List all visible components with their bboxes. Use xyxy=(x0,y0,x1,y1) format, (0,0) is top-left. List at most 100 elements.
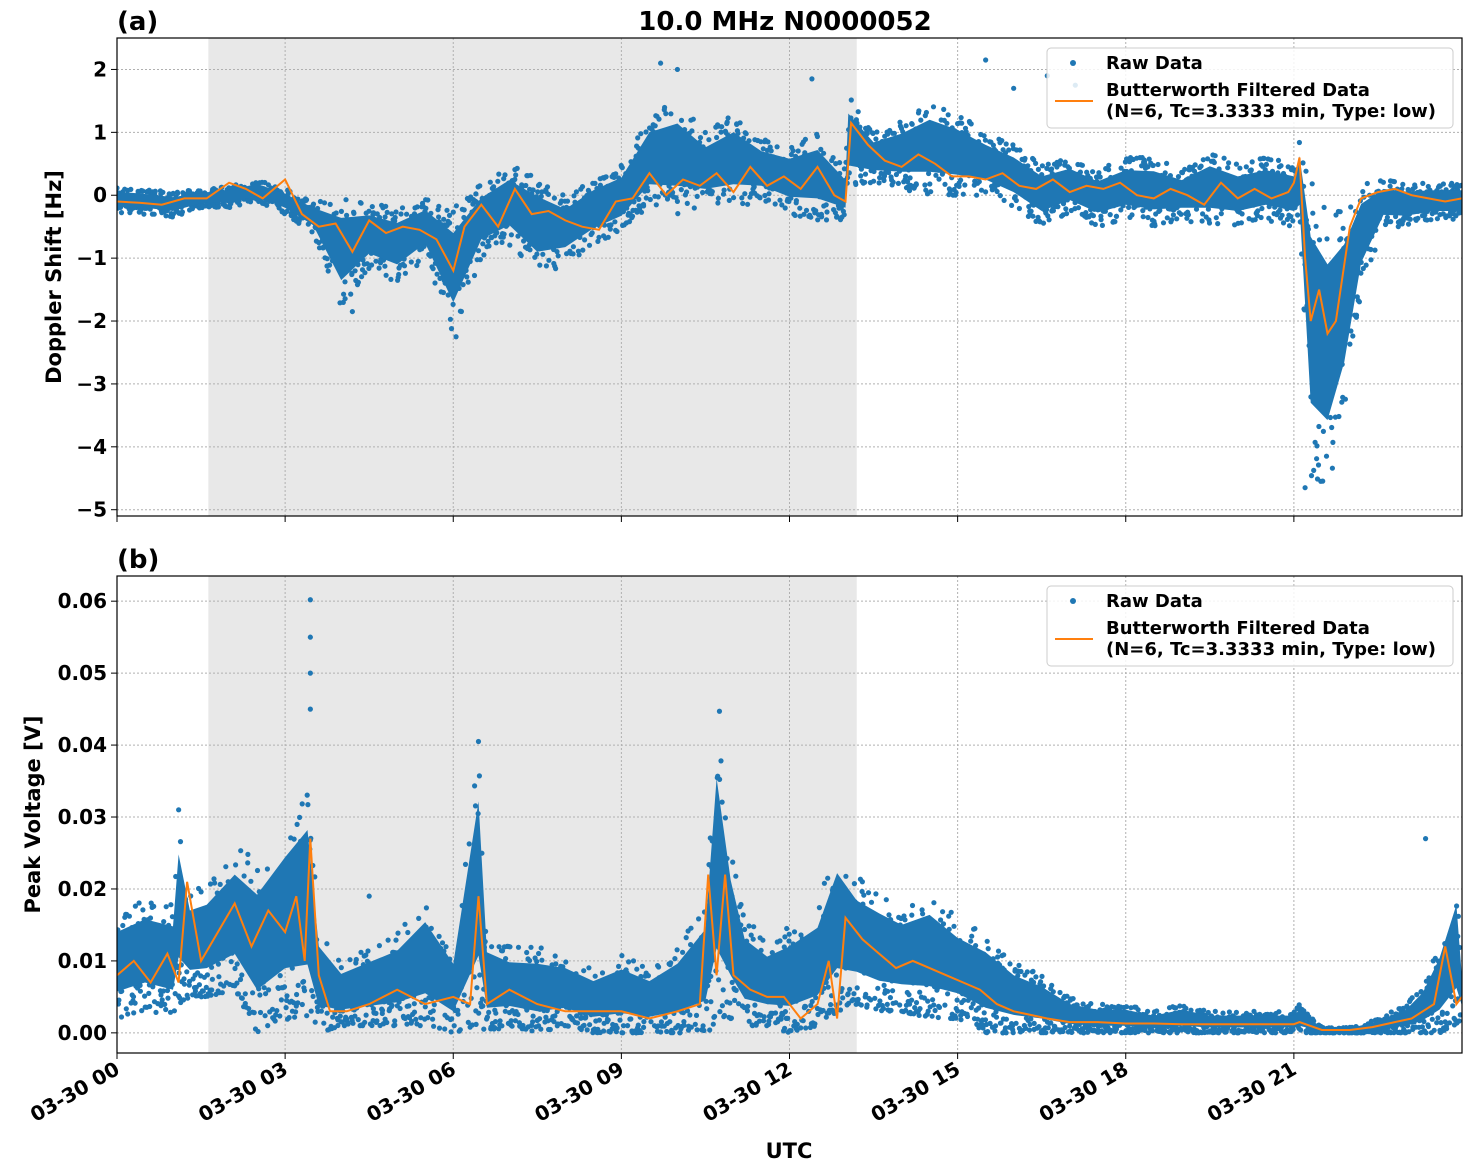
raw-data-point xyxy=(1030,968,1036,975)
raw-data-point xyxy=(744,1008,751,1014)
raw-data-point xyxy=(479,996,485,1002)
raw-data-point xyxy=(980,1025,986,1031)
raw-data-point xyxy=(1237,165,1243,171)
raw-data-point xyxy=(571,193,577,199)
raw-data-point xyxy=(496,944,502,950)
raw-data-point xyxy=(1296,139,1302,146)
raw-data-point xyxy=(538,945,544,951)
raw-data-point xyxy=(1243,164,1249,170)
raw-data-point xyxy=(993,1023,999,1029)
raw-data-point xyxy=(536,950,542,957)
raw-data-point xyxy=(1290,218,1296,224)
raw-data-point xyxy=(297,814,303,821)
raw-data-point xyxy=(389,211,395,217)
raw-data-point xyxy=(1069,1029,1075,1035)
raw-data-point xyxy=(430,1016,436,1022)
raw-data-point xyxy=(502,1008,508,1014)
raw-data-point xyxy=(601,1028,607,1034)
raw-data-core xyxy=(117,113,1462,421)
raw-data-point xyxy=(925,998,931,1004)
raw-data-point xyxy=(808,214,814,220)
raw-data-point xyxy=(560,192,566,198)
raw-data-point xyxy=(411,1009,418,1015)
raw-data-point xyxy=(824,209,830,215)
raw-data-point xyxy=(393,937,399,943)
raw-data-point xyxy=(608,222,614,228)
raw-data-point xyxy=(355,1017,361,1023)
raw-data-point xyxy=(1212,1008,1218,1015)
chart-title: 10.0 MHz N0000052 xyxy=(638,7,931,37)
raw-data-point xyxy=(444,207,450,213)
raw-data-point xyxy=(664,196,671,202)
raw-data-point xyxy=(382,263,388,269)
raw-data-point xyxy=(958,1017,964,1023)
raw-data-point xyxy=(151,211,157,217)
raw-data-point xyxy=(309,988,315,994)
raw-data-point xyxy=(563,959,569,965)
raw-data-point xyxy=(907,1001,913,1007)
raw-data-point xyxy=(1241,1029,1247,1035)
raw-data-point xyxy=(1033,160,1039,166)
raw-data-point xyxy=(942,181,948,187)
raw-data-point xyxy=(613,171,619,177)
raw-data-point xyxy=(877,998,883,1004)
raw-data-point xyxy=(1391,179,1397,185)
raw-data-point xyxy=(737,120,743,126)
raw-data-point xyxy=(1320,428,1326,434)
raw-data-point xyxy=(931,1002,937,1008)
raw-data-point xyxy=(304,792,310,798)
raw-data-point xyxy=(1064,211,1070,217)
raw-data-point xyxy=(417,1023,423,1029)
raw-data-point xyxy=(1030,213,1036,219)
raw-data-point xyxy=(1045,213,1051,219)
raw-data-point xyxy=(492,1019,499,1025)
raw-data-point xyxy=(596,234,602,240)
panel-label: (a) xyxy=(117,7,158,37)
raw-data-point xyxy=(528,944,534,950)
raw-data-point xyxy=(972,926,978,932)
raw-data-point xyxy=(1192,162,1198,168)
raw-data-point xyxy=(847,986,853,992)
raw-data-point xyxy=(694,1027,700,1033)
raw-data-point xyxy=(663,111,669,117)
raw-data-point xyxy=(1113,213,1120,219)
raw-data-point xyxy=(477,183,483,189)
raw-data-point xyxy=(1033,974,1039,980)
raw-data-point xyxy=(758,139,764,145)
raw-data-point xyxy=(1323,453,1330,459)
raw-data-point xyxy=(653,202,659,208)
raw-data-point xyxy=(706,137,712,143)
raw-data-point xyxy=(408,259,414,265)
raw-data-point xyxy=(691,205,697,211)
raw-data-point xyxy=(855,996,861,1002)
raw-data-point xyxy=(746,923,752,929)
raw-data-outlier xyxy=(349,308,355,315)
raw-data-point xyxy=(473,191,479,197)
raw-data-point xyxy=(843,873,849,879)
raw-data-point xyxy=(1188,219,1194,225)
raw-data-point xyxy=(872,995,878,1001)
raw-data-point xyxy=(1368,257,1374,263)
raw-data-point xyxy=(365,948,371,954)
raw-data-point xyxy=(237,976,244,983)
raw-data-point xyxy=(719,124,725,130)
raw-data-point xyxy=(301,988,308,994)
raw-data-point xyxy=(547,1026,553,1033)
raw-data-point xyxy=(546,257,552,263)
raw-data-point xyxy=(234,980,240,986)
raw-data-point xyxy=(539,957,545,963)
raw-data-point xyxy=(574,1013,580,1019)
raw-data-point xyxy=(708,999,714,1005)
raw-data-point xyxy=(700,1023,706,1029)
raw-data-point xyxy=(1198,163,1204,169)
raw-data-point xyxy=(324,256,330,262)
raw-data-point xyxy=(1009,202,1015,208)
legend-label-filtered: Butterworth Filtered Data xyxy=(1106,80,1370,101)
raw-data-point xyxy=(816,905,823,911)
raw-data-point xyxy=(1023,1025,1029,1031)
raw-data-point xyxy=(163,213,169,219)
raw-data-point xyxy=(861,892,867,898)
raw-data-point xyxy=(1272,1030,1279,1036)
raw-data-point xyxy=(499,948,506,954)
raw-data-point xyxy=(350,1020,356,1026)
